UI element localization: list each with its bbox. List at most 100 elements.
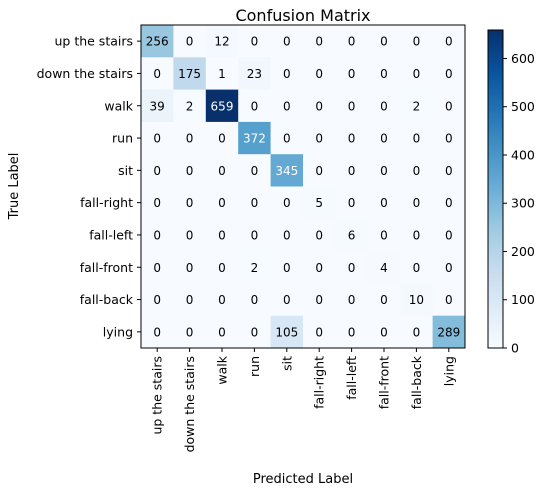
heatmap-cell [270,251,304,284]
cell-value-label: 0 [315,164,323,178]
y-tick-label: run [112,131,133,146]
heatmap-cell [335,154,369,187]
cell-value-label: 0 [445,293,453,307]
chart-title: Confusion Matrix [235,6,370,25]
cell-value-label: 0 [315,261,323,275]
cell-value-label: 0 [283,293,291,307]
heatmap-cell [303,251,336,284]
heatmap-cell [432,121,466,155]
heatmap-cell [173,121,207,155]
cell-value-label: 0 [186,164,194,178]
cell-value-label: 0 [186,228,194,242]
cell-value-label: 0 [445,196,453,210]
heatmap-cell [141,89,174,123]
cell-value-label: 0 [348,67,356,81]
heatmap-cell [238,251,271,284]
heatmap-cell [205,283,239,317]
colorbar-tick-label: 600 [511,51,535,66]
cell-value-label: 12 [214,35,229,49]
cell-value-label: 0 [380,67,388,81]
cell-value-label: 0 [186,293,194,307]
cell-value-label: 0 [153,196,161,210]
cell-value-label: 0 [153,261,161,275]
heatmap-cell [238,315,271,349]
heatmap-cell [270,283,304,317]
heatmap-cell [270,121,304,155]
cell-value-label: 0 [251,228,259,242]
heatmap-cell [303,25,336,58]
cell-value-label: 0 [283,35,291,49]
heatmap-cell [303,218,336,252]
heatmap-cell [400,25,433,58]
cell-value-label: 175 [178,67,201,81]
cell-value-label: 0 [251,164,259,178]
cell-value-label: 0 [153,67,161,81]
heatmap-cell [303,186,336,220]
heatmap-cell [238,57,271,90]
heatmap-cell [303,283,336,317]
x-tick-label: run [247,356,262,377]
cell-value-label: 0 [315,293,323,307]
cell-value-label: 0 [445,228,453,242]
heatmap-cell [335,121,369,155]
cell-value-label: 0 [348,293,356,307]
heatmap-cell [335,218,369,252]
cell-value-label: 0 [186,325,194,339]
heatmap-cell [367,57,401,90]
heatmap-cell [238,89,271,123]
cell-value-label: 0 [413,261,421,275]
cell-value-label: 39 [150,99,165,113]
cell-value-label: 0 [445,35,453,49]
heatmap-cell [173,57,207,90]
cell-value-label: 0 [315,228,323,242]
heatmap-cell [205,251,239,284]
cell-value-label: 0 [186,196,194,210]
heatmap-cell [367,315,401,349]
cell-value-label: 0 [445,164,453,178]
heatmap-cell [367,154,401,187]
cell-value-label: 0 [283,99,291,113]
cell-value-label: 0 [445,132,453,146]
heatmap-cell [335,186,369,220]
heatmap-cell [205,57,239,90]
heatmap-cell [367,218,401,252]
heatmap-cell [400,121,433,155]
heatmap-cell [141,25,174,58]
y-tick-label: lying [103,324,133,339]
y-tick-label: down the stairs [37,66,133,81]
heatmap-cell-labels: 256 0 12 0 0 0 0 0 0 00 175 1 23 0 0 0 0 0 039 2 659 0 0 0 0 0 2 00… [146,35,461,340]
heatmap-cell [400,315,433,349]
heatmap-cell [432,89,466,123]
heatmap-cell [238,121,271,155]
cell-value-label: 0 [413,164,421,178]
cell-value-label: 659 [211,99,234,113]
heatmap-cell [335,283,369,317]
heatmap-cell [270,186,304,220]
cell-value-label: 289 [437,325,460,339]
cell-value-label: 0 [380,196,388,210]
x-tick-label: down the stairs [182,356,197,452]
cell-value-label: 0 [348,132,356,146]
cell-value-label: 0 [413,196,421,210]
x-axis-label: Predicted Label [253,472,353,487]
heatmap-cell [238,25,271,58]
cell-value-label: 0 [380,35,388,49]
heatmap-cell [303,315,336,349]
cell-value-label: 0 [153,164,161,178]
y-tick-label: sit [118,163,133,178]
heatmap-cell [432,154,466,187]
cell-value-label: 0 [348,325,356,339]
heatmap-cell [432,251,466,284]
cell-value-label: 0 [153,132,161,146]
cell-value-label: 0 [153,228,161,242]
cell-value-label: 0 [348,35,356,49]
heatmap-cell [205,186,239,220]
heatmap-cell [173,315,207,349]
heatmap-cell [367,89,401,123]
cell-value-label: 0 [218,325,226,339]
heatmap-cell [173,186,207,220]
heatmap-cell [173,218,207,252]
heatmap-cell [400,218,433,252]
cell-value-label: 10 [409,293,424,307]
colorbar: 0 100 200 300 400 500 600 [487,29,535,356]
